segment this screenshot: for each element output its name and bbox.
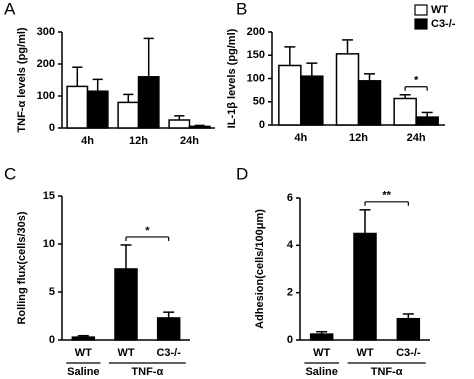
legend-label: WT (431, 4, 448, 16)
y-tick-label: 100 (247, 72, 265, 84)
bar (137, 76, 160, 129)
y-tick-label: 4 (287, 239, 294, 251)
y-tick-label: 200 (247, 26, 265, 38)
bar (168, 119, 191, 129)
y-tick-label: 100 (37, 90, 55, 102)
bar (357, 80, 382, 126)
y-tick-label: 0 (49, 122, 55, 134)
y-tick-label: 10 (43, 238, 55, 250)
annotation: * (145, 225, 150, 237)
bar (335, 53, 360, 126)
y-tick-label: 0 (259, 119, 265, 131)
x-tick-label: 12h (129, 135, 148, 147)
y-tick-label: 5 (49, 286, 55, 298)
y-axis-label: TNF-α levels (pg/ml) (16, 27, 28, 132)
legend-label: C3-/- (431, 18, 456, 30)
x-tick-label: WT (356, 347, 373, 359)
y-axis-label: Rolling flux(cells/30s) (16, 211, 28, 324)
bar (396, 317, 421, 341)
bar (114, 268, 138, 341)
y-tick-label: 0 (49, 334, 55, 346)
bar (415, 116, 439, 126)
x-tick-label: C3-/- (156, 347, 181, 359)
legend-swatch (414, 4, 428, 16)
x-tick-label: 24h (407, 132, 426, 144)
x-tick-label: 24h (180, 135, 199, 147)
panel-label: A (4, 0, 16, 18)
group-label: Saline (67, 366, 99, 378)
x-tick-label: C3-/- (396, 347, 421, 359)
bar (353, 232, 377, 341)
annotation: * (414, 75, 419, 87)
bar (66, 85, 89, 129)
y-tick-label: 6 (287, 192, 293, 204)
x-tick-label: 12h (349, 132, 368, 144)
bar (86, 90, 109, 129)
bar (117, 101, 140, 129)
bar (393, 97, 417, 126)
bar (278, 64, 302, 126)
y-tick-label: 0 (287, 334, 293, 346)
x-tick-label: WT (313, 347, 330, 359)
y-tick-label: 2 (287, 287, 293, 299)
y-tick-label: 300 (37, 26, 55, 38)
x-tick-label: WT (75, 347, 92, 359)
x-tick-label: 4h (81, 135, 94, 147)
x-tick-label: WT (117, 347, 134, 359)
y-axis-label: Adhesion(cells/100μm) (254, 209, 266, 329)
bar (71, 336, 96, 341)
bar (188, 125, 211, 129)
y-tick-label: 50 (253, 96, 265, 108)
y-axis-label: IL-1β levels (pg/ml) (226, 28, 238, 128)
x-tick-label: 4h (294, 132, 307, 144)
panel-label: D (236, 164, 248, 183)
annotation: ** (382, 190, 391, 202)
panel-label: B (236, 0, 247, 18)
legend-swatch (414, 18, 428, 30)
bar (300, 75, 324, 126)
group-label: TNF-α (371, 366, 403, 378)
group-label: Saline (305, 366, 337, 378)
bar (309, 333, 334, 341)
bar (156, 317, 181, 341)
panel-label: C (4, 164, 16, 183)
y-tick-label: 200 (37, 58, 55, 70)
y-tick-label: 150 (247, 49, 265, 61)
group-label: TNF-α (131, 366, 163, 378)
y-tick-label: 15 (43, 190, 55, 202)
